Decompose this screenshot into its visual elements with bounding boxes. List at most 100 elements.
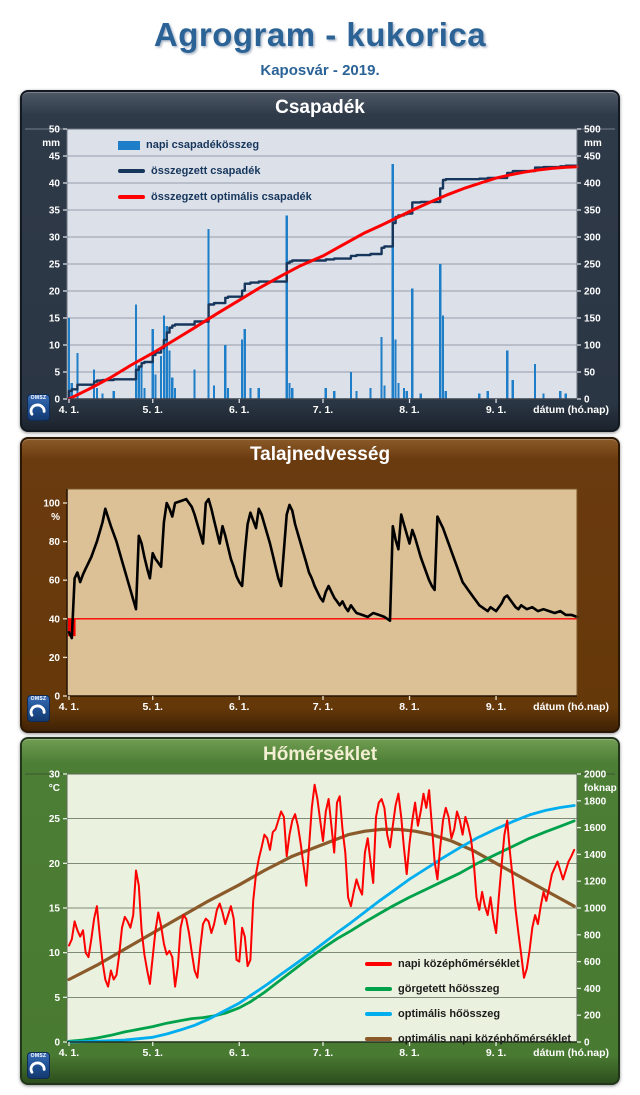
precipitation-chart-title: Csapadék — [275, 97, 365, 118]
precip-bar — [213, 385, 216, 399]
axis-tick-label: 600 — [584, 957, 601, 968]
legend-label: összegzett csapadék — [151, 165, 261, 177]
optimal-precip-line — [67, 165, 579, 401]
precipitation-legend-item: összegzett csapadék — [118, 158, 312, 184]
x-tick-label: 6. 1. — [229, 701, 250, 713]
precip-bar — [160, 355, 163, 399]
temperature-legend-item: napi középhőmérséklet — [365, 951, 571, 976]
plot-area — [67, 489, 577, 696]
axis-tick-label: 0 — [54, 692, 60, 703]
x-tick-label: 6. 1. — [229, 404, 250, 416]
axis-tick-label: 0 — [54, 395, 60, 406]
precip-bar — [402, 388, 406, 399]
x-tick-label: 7. 1. — [313, 404, 334, 416]
precip-bar — [168, 350, 171, 399]
axis-tick-label: 400 — [584, 984, 601, 995]
x-tick-label: 6. 1. — [229, 1047, 250, 1059]
x-tick-label: 9. 1. — [486, 1047, 507, 1059]
precip-bar — [391, 164, 394, 399]
precip-bar — [224, 345, 227, 399]
legend-label: görgetett hőösszeg — [398, 982, 500, 995]
axis-tick-label: 50 — [49, 125, 61, 136]
precip-bar — [324, 388, 327, 399]
precipitation-legend-item: összegzett optimális csapadék — [118, 184, 312, 210]
omsz-swirl-icon — [29, 704, 46, 717]
axis-tick-label: 20 — [49, 287, 61, 298]
axis-tick-label: 0 — [54, 1038, 60, 1049]
temperature-chart: 302520151050°C20001800160014001200100080… — [25, 770, 617, 1059]
precip-bar — [559, 390, 562, 399]
precip-bar — [173, 388, 177, 399]
precip-bar — [511, 380, 514, 399]
omsz-logo-text: OMSZ — [30, 696, 47, 702]
x-tick-label: 5. 1. — [143, 701, 164, 713]
soil-moisture-chart: 100 80 60 40 20 0% 4. 1. 5. 1. 6. 1. 7. 1. 8. 1. 9.… — [43, 488, 609, 713]
legend-swatch-line — [365, 1011, 392, 1016]
precip-bar — [355, 390, 358, 399]
right-axis-unit: foknap — [584, 783, 617, 794]
x-tick-label: 4. 1. — [59, 701, 80, 713]
precip-bar — [257, 388, 260, 399]
precip-bar — [349, 372, 353, 399]
axis-tick-label: 1600 — [584, 823, 607, 834]
x-tick-label: 7. 1. — [313, 1047, 334, 1059]
axis-tick-label: 5 — [54, 993, 60, 1004]
axis-tick-label: 30 — [49, 770, 61, 781]
x-tick-label: 4. 1. — [59, 1047, 80, 1059]
precip-bar — [441, 315, 445, 399]
legend-swatch-line — [365, 961, 392, 966]
legend-label: optimális napi középhőmérséklet — [398, 1032, 571, 1045]
omsz-logo: OMSZ — [27, 394, 50, 421]
legend-swatch-line — [118, 169, 145, 173]
axis-tick-label: 15 — [49, 314, 61, 325]
precip-bar — [193, 369, 196, 399]
heat-sum-line — [67, 819, 576, 1043]
legend-swatch-line — [118, 195, 145, 199]
x-tick-label: 9. 1. — [486, 404, 507, 416]
legend-swatch-line — [365, 986, 392, 991]
page-subtitle: Kaposvár - 2019. — [260, 62, 380, 79]
precip-bar — [419, 393, 422, 399]
axis-tick-label: 200 — [584, 1011, 601, 1022]
axis-tick-label: 0 — [584, 395, 590, 406]
precip-bar — [486, 390, 489, 399]
soil-moisture-line — [67, 497, 579, 640]
axis-tick-label: 350 — [584, 206, 601, 217]
precipitation-chart: 50454035302520151050mm500450400350300250… — [25, 125, 615, 416]
precip-bar — [439, 264, 442, 399]
x-axis-title: dátum (hó.nap) — [533, 1047, 609, 1059]
axis-tick-label: 450 — [584, 152, 601, 163]
axis-tick-label: 1200 — [584, 877, 607, 888]
optimal-heat-sum-line — [67, 804, 576, 1044]
precip-bar — [288, 382, 291, 399]
precip-bar — [226, 388, 230, 399]
x-tick-label: 8. 1. — [399, 404, 420, 416]
axis-tick-label: 10 — [49, 948, 61, 959]
precip-bar — [383, 385, 386, 399]
precip-bar — [140, 363, 143, 399]
left-axis-unit: mm — [42, 138, 60, 149]
precip-bar — [112, 390, 115, 399]
precip-bar — [67, 318, 71, 399]
precip-bar — [394, 339, 397, 399]
omsz-swirl-icon — [29, 1061, 46, 1074]
axis-tick-label: 100 — [584, 341, 601, 352]
axis-tick-label: 20 — [49, 859, 61, 870]
x-tick-label: 8. 1. — [399, 701, 420, 713]
x-tick-label: 5. 1. — [143, 1047, 164, 1059]
temperature-chart-title: Hőmérséklet — [262, 744, 378, 765]
axis-tick-label: 2000 — [584, 770, 607, 781]
omsz-swirl-icon — [29, 403, 46, 416]
precip-bar — [285, 215, 288, 399]
axis-tick-label: 400 — [584, 179, 601, 190]
axis-tick-label: 40 — [49, 179, 61, 190]
omsz-logo-text: OMSZ — [30, 1053, 47, 1059]
precip-bar — [76, 353, 79, 399]
precipitation-legend: napi csapadékösszeg összegzett csapadék ös… — [118, 132, 312, 210]
precip-bar — [249, 388, 252, 399]
legend-label: napi középhőmérséklet — [398, 957, 520, 970]
page-title: Agrogram - kukorica — [153, 16, 487, 53]
precipitation-legend-item: napi csapadékösszeg — [118, 132, 312, 158]
axis-tick-label: 100 — [43, 499, 60, 510]
soil-moisture-chart-title: Talajnedvesség — [249, 444, 391, 465]
